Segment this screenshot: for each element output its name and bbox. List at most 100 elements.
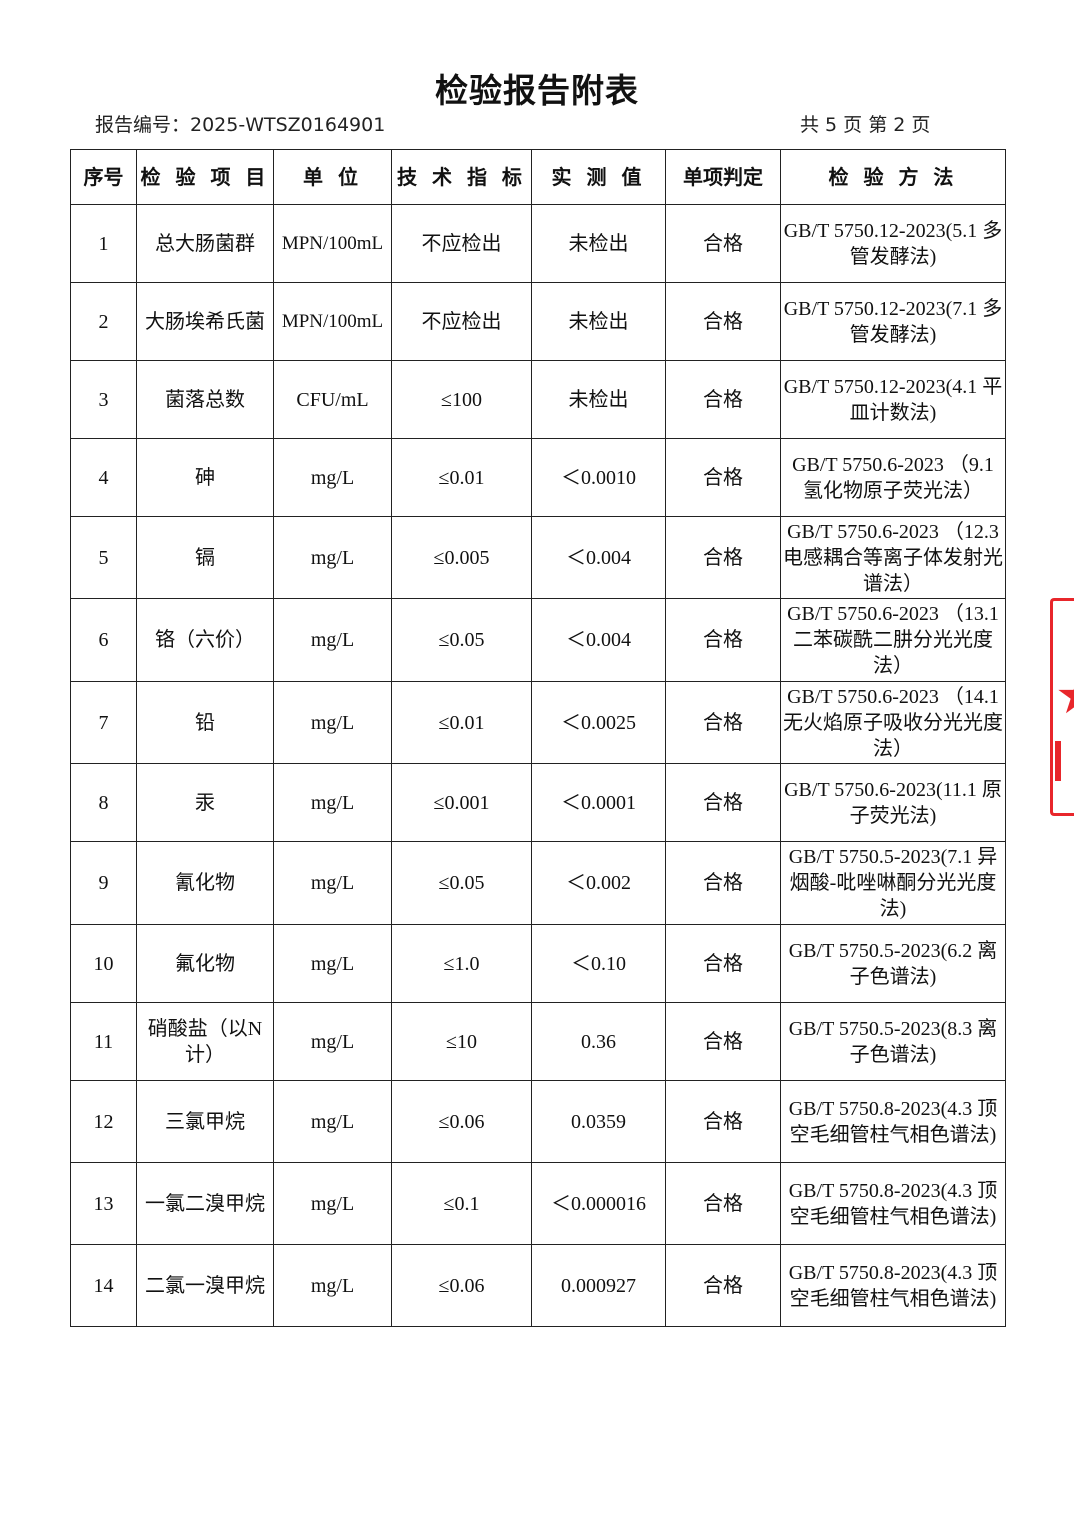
cell-value: 未检出	[531, 360, 666, 439]
cell-limit: ≤0.06	[391, 1080, 532, 1163]
table-row: 12 三氯甲烷 mg/L ≤0.06 0.0359 合格 GB/T 5750.8-2023(…	[70, 1080, 1006, 1163]
cell-result: 合格	[665, 1080, 781, 1163]
inspection-table: 序号 检 验 项 目 单 位 技 术 指 标 实 测 值 单项判定 检 验 方 …	[70, 149, 1006, 1327]
cell-limit: ≤0.1	[391, 1162, 532, 1245]
cell-limit: 不应检出	[391, 204, 532, 283]
report-number: 报告编号：2025-WTSZ0164901	[95, 114, 386, 136]
cell-unit: mg/L	[273, 1080, 392, 1163]
table-row: 4 砷 mg/L ≤0.01 ＜0.0010 合格 GB/T 5750.6-2023 （9.…	[70, 438, 1006, 517]
header-value: 实 测 值	[531, 149, 666, 205]
cell-value: ＜0.0001	[531, 763, 666, 842]
cell-no: 6	[70, 598, 137, 682]
cell-item: 一氯二溴甲烷	[136, 1162, 274, 1245]
cell-unit: mg/L	[273, 438, 392, 517]
cell-method: GB/T 5750.12-2023(4.1 平皿计数法)	[780, 360, 1006, 439]
cell-item: 大肠埃希氏菌	[136, 282, 274, 361]
cell-value: 0.0359	[531, 1080, 666, 1163]
header-result: 单项判定	[665, 149, 781, 205]
page-title: 检验报告附表	[435, 71, 639, 110]
cell-no: 5	[70, 516, 137, 599]
cell-item: 二氯一溴甲烷	[136, 1244, 274, 1327]
cell-no: 13	[70, 1162, 137, 1245]
red-seal-stamp: ★	[1050, 598, 1074, 816]
cell-method: GB/T 5750.8-2023(4.3 顶空毛细管柱气相色谱法)	[780, 1162, 1006, 1245]
cell-method: GB/T 5750.5-2023(6.2 离子色谱法)	[780, 924, 1006, 1003]
cell-unit: mg/L	[273, 924, 392, 1003]
cell-item: 氰化物	[136, 841, 274, 925]
cell-item: 氟化物	[136, 924, 274, 1003]
cell-unit: mg/L	[273, 1162, 392, 1245]
cell-unit: CFU/mL	[273, 360, 392, 439]
cell-method: GB/T 5750.6-2023 （9.1 氢化物原子荧光法）	[780, 438, 1006, 517]
cell-method: GB/T 5750.6-2023 （12.3电感耦合等离子体发射光谱法）	[780, 516, 1006, 599]
cell-value: ＜0.0025	[531, 681, 666, 764]
cell-item: 汞	[136, 763, 274, 842]
table-header-row: 序号 检 验 项 目 单 位 技 术 指 标 实 测 值 单项判定 检 验 方 …	[70, 149, 1006, 205]
cell-result: 合格	[665, 282, 781, 361]
header-no: 序号	[70, 149, 137, 205]
cell-unit: mg/L	[273, 1244, 392, 1327]
cell-limit: ≤0.01	[391, 438, 532, 517]
cell-no: 14	[70, 1244, 137, 1327]
cell-result: 合格	[665, 924, 781, 1003]
cell-value: ＜0.000016	[531, 1162, 666, 1245]
cell-item: 镉	[136, 516, 274, 599]
table-row: 8 汞 mg/L ≤0.001 ＜0.0001 合格 GB/T 5750.6-2023(11…	[70, 763, 1006, 842]
table-row: 7 铅 mg/L ≤0.01 ＜0.0025 合格 GB/T 5750.6-2023 （14…	[70, 681, 1006, 764]
cell-value: ＜0.004	[531, 516, 666, 599]
cell-limit: ≤0.005	[391, 516, 532, 599]
cell-value: 未检出	[531, 282, 666, 361]
cell-method: GB/T 5750.6-2023 （13.1 二苯碳酰二肼分光光度法）	[780, 598, 1006, 682]
cell-unit: mg/L	[273, 841, 392, 925]
header-item: 检 验 项 目	[136, 149, 274, 205]
table-row: 11 硝酸盐（以N计） mg/L ≤10 0.36 合格 GB/T 5750.5-2023(…	[70, 1002, 1006, 1081]
cell-unit: MPN/100mL	[273, 204, 392, 283]
cell-no: 1	[70, 204, 137, 283]
cell-result: 合格	[665, 438, 781, 517]
cell-unit: mg/L	[273, 763, 392, 842]
cell-no: 10	[70, 924, 137, 1003]
cell-result: 合格	[665, 360, 781, 439]
table-row: 6 铬（六价） mg/L ≤0.05 ＜0.004 合格 GB/T 5750.6-2023 …	[70, 598, 1006, 682]
table-row: 3 菌落总数 CFU/mL ≤100 未检出 合格 GB/T 5750.12-2023(4.…	[70, 360, 1006, 439]
cell-no: 12	[70, 1080, 137, 1163]
cell-limit: ≤100	[391, 360, 532, 439]
cell-limit: ≤0.01	[391, 681, 532, 764]
header-limit: 技 术 指 标	[391, 149, 532, 205]
cell-value: ＜0.0010	[531, 438, 666, 517]
table-row: 9 氰化物 mg/L ≤0.05 ＜0.002 合格 GB/T 5750.5-2023(7.…	[70, 841, 1006, 925]
cell-method: GB/T 5750.8-2023(4.3 顶空毛细管柱气相色谱法)	[780, 1244, 1006, 1327]
page-count: 共 5 页 第 2 页	[800, 114, 931, 136]
table-row: 13 一氯二溴甲烷 mg/L ≤0.1 ＜0.000016 合格 GB/T 5750.8-2…	[70, 1162, 1006, 1245]
table-row: 14 二氯一溴甲烷 mg/L ≤0.06 0.000927 合格 GB/T 5750.8-2…	[70, 1244, 1006, 1327]
cell-value: 0.36	[531, 1002, 666, 1081]
table-row: 10 氟化物 mg/L ≤1.0 ＜0.10 合格 GB/T 5750.5-2023(6.2…	[70, 924, 1006, 1003]
cell-result: 合格	[665, 1162, 781, 1245]
cell-item: 总大肠菌群	[136, 204, 274, 283]
cell-no: 9	[70, 841, 137, 925]
cell-value: 0.000927	[531, 1244, 666, 1327]
cell-item: 硝酸盐（以N计）	[136, 1002, 274, 1081]
cell-method: GB/T 5750.6-2023 （14.1 无火焰原子吸收分光光度法）	[780, 681, 1006, 764]
cell-unit: mg/L	[273, 516, 392, 599]
header-method: 检 验 方 法	[780, 149, 1006, 205]
table-row: 2 大肠埃希氏菌 MPN/100mL 不应检出 未检出 合格 GB/T 5750.12-20…	[70, 282, 1006, 361]
cell-no: 7	[70, 681, 137, 764]
cell-limit: ≤10	[391, 1002, 532, 1081]
seal-mark	[1055, 741, 1074, 781]
cell-method: GB/T 5750.5-2023(7.1 异烟酸-吡唑啉酮分光光度法)	[780, 841, 1006, 925]
cell-limit: ≤0.05	[391, 841, 532, 925]
cell-method: GB/T 5750.8-2023(4.3 顶空毛细管柱气相色谱法)	[780, 1080, 1006, 1163]
cell-no: 8	[70, 763, 137, 842]
cell-result: 合格	[665, 1002, 781, 1081]
cell-result: 合格	[665, 516, 781, 599]
cell-limit: 不应检出	[391, 282, 532, 361]
cell-result: 合格	[665, 763, 781, 842]
cell-value: ＜0.002	[531, 841, 666, 925]
cell-result: 合格	[665, 598, 781, 682]
cell-item: 三氯甲烷	[136, 1080, 274, 1163]
header-unit: 单 位	[273, 149, 392, 205]
table-row: 1 总大肠菌群 MPN/100mL 不应检出 未检出 合格 GB/T 5750.12-202…	[70, 204, 1006, 283]
cell-no: 4	[70, 438, 137, 517]
cell-result: 合格	[665, 1244, 781, 1327]
